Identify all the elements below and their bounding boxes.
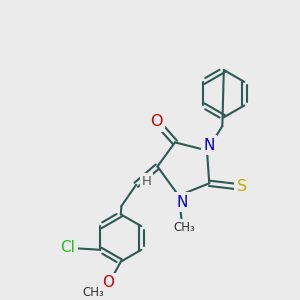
Text: Cl: Cl (60, 240, 75, 255)
Text: O: O (102, 275, 114, 290)
Text: CH₃: CH₃ (83, 286, 104, 299)
Text: CH₃: CH₃ (173, 221, 195, 234)
Text: O: O (150, 114, 163, 129)
Text: S: S (237, 179, 247, 194)
Text: N: N (204, 138, 215, 153)
Text: N: N (176, 195, 188, 210)
Text: H: H (142, 175, 152, 188)
